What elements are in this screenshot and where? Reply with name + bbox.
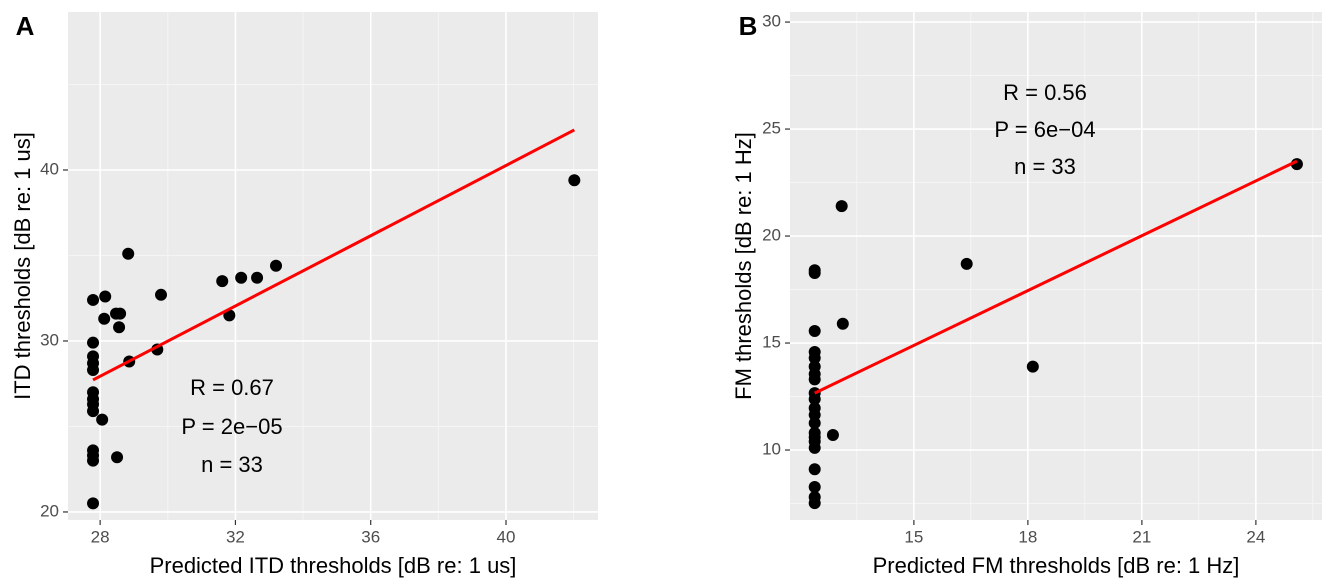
panel-label: B bbox=[739, 11, 758, 41]
annotation: n = 33 bbox=[1014, 154, 1076, 179]
data-point bbox=[568, 174, 581, 187]
data-point bbox=[808, 463, 821, 476]
regression-line bbox=[92, 128, 576, 382]
data-point bbox=[113, 321, 126, 334]
x-axis-label: Predicted ITD thresholds [dB re: 1 us] bbox=[150, 553, 517, 578]
data-point bbox=[251, 271, 264, 284]
data-point bbox=[808, 325, 821, 338]
plot-background bbox=[790, 12, 1322, 520]
annotation: n = 33 bbox=[201, 452, 263, 477]
annotation: P = 2e−05 bbox=[181, 414, 282, 439]
data-point bbox=[836, 317, 849, 330]
y-tick-label: 25 bbox=[762, 119, 781, 138]
data-point bbox=[111, 451, 124, 464]
x-tick-label: 32 bbox=[226, 527, 245, 546]
y-tick-label: 30 bbox=[762, 12, 781, 31]
data-point bbox=[270, 259, 283, 272]
data-point bbox=[87, 454, 100, 467]
data-point bbox=[826, 429, 839, 442]
data-point bbox=[122, 247, 135, 260]
data-point bbox=[98, 312, 111, 325]
data-point bbox=[114, 307, 127, 320]
data-point bbox=[155, 288, 168, 301]
data-point bbox=[808, 267, 821, 280]
data-point bbox=[960, 257, 973, 270]
data-point bbox=[835, 200, 848, 213]
data-point bbox=[808, 481, 821, 494]
x-tick-label: 21 bbox=[1132, 527, 1151, 546]
x-tick-label: 24 bbox=[1246, 527, 1265, 546]
data-point bbox=[808, 352, 821, 365]
data-point bbox=[808, 497, 821, 510]
data-point bbox=[87, 336, 100, 349]
y-tick-label: 10 bbox=[762, 440, 781, 459]
y-tick-label: 30 bbox=[40, 330, 59, 349]
data-point bbox=[87, 405, 100, 418]
data-point bbox=[1026, 360, 1039, 373]
data-point bbox=[99, 290, 112, 303]
x-tick-label: 28 bbox=[91, 527, 110, 546]
data-point bbox=[96, 413, 109, 426]
data-point bbox=[216, 275, 229, 288]
annotation: R = 0.67 bbox=[190, 375, 274, 400]
regression-line bbox=[814, 159, 1298, 395]
x-tick-label: 15 bbox=[904, 527, 923, 546]
data-point bbox=[235, 271, 248, 284]
annotation: R = 0.56 bbox=[1003, 80, 1087, 105]
data-point bbox=[87, 497, 100, 510]
plot-background bbox=[68, 12, 598, 520]
data-point bbox=[808, 417, 821, 430]
data-point bbox=[87, 293, 100, 306]
x-tick-label: 36 bbox=[361, 527, 380, 546]
y-tick-label: 20 bbox=[762, 226, 781, 245]
annotation: P = 6e−04 bbox=[994, 117, 1095, 142]
x-axis-label: Predicted FM thresholds [dB re: 1 Hz] bbox=[873, 553, 1240, 578]
data-point bbox=[87, 364, 100, 377]
y-axis-label: FM thresholds [dB re: 1 Hz] bbox=[731, 132, 756, 400]
x-tick-label: 18 bbox=[1018, 527, 1037, 546]
x-tick-label: 40 bbox=[497, 527, 516, 546]
data-point bbox=[808, 373, 821, 386]
panel-label: A bbox=[16, 11, 35, 41]
data-point bbox=[808, 441, 821, 454]
data-point bbox=[808, 393, 821, 406]
y-tick-label: 20 bbox=[40, 501, 59, 520]
y-tick-label: 40 bbox=[40, 159, 59, 178]
y-axis-label: ITD thresholds [dB re: 1 us] bbox=[10, 132, 35, 400]
y-tick-label: 15 bbox=[762, 333, 781, 352]
